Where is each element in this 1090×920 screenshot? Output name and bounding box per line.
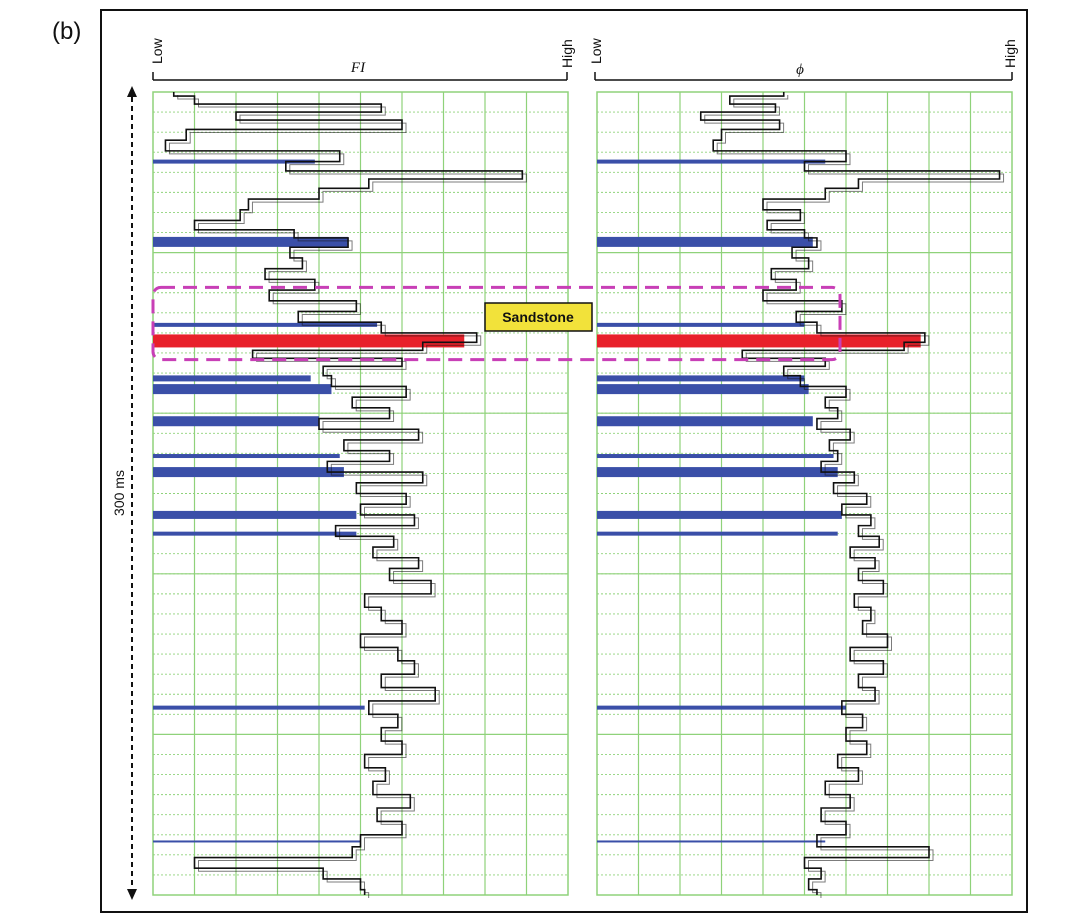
track-fi (152, 91, 569, 898)
track-phi-header: Low High ϕ (588, 37, 1018, 81)
marker-bar-blue (597, 454, 834, 459)
log-curve-fi-shadow (168, 95, 527, 898)
track-fi-low-label: Low (149, 37, 165, 64)
track-phi-border (596, 91, 1013, 896)
sandstone-label-fill (484, 302, 593, 332)
scale-bar-label: 300 ms (111, 470, 127, 516)
marker-bar-blue (597, 840, 826, 843)
marker-bar-red (153, 334, 465, 348)
figure-frame (100, 9, 1028, 913)
sandstone-label: Sandstone (502, 309, 574, 325)
track-fi-header: Low High FI (149, 37, 575, 81)
marker-bar-blue (153, 375, 311, 382)
marker-bar-blue (153, 454, 340, 459)
marker-bar-blue (153, 159, 315, 164)
marker-bar-blue (597, 705, 846, 710)
marker-bar-blue (597, 159, 826, 164)
marker-bar-blue (153, 322, 378, 327)
track-phi-title: ϕ (796, 62, 804, 78)
marker-bar-blue (597, 384, 809, 395)
panel-label: (b) (52, 18, 82, 45)
track-fi-title: FI (350, 60, 366, 76)
marker-bar-blue (597, 510, 842, 519)
log-curve-phi-shadow (704, 95, 1005, 898)
marker-bar-blue (597, 236, 813, 247)
track-fi-high-label: High (559, 39, 575, 68)
track-phi-low-label: Low (588, 37, 604, 64)
track-phi-high-label: High (1002, 39, 1018, 68)
sandstone-label-box: Sandstone (484, 302, 593, 332)
track-fi-border (152, 91, 569, 896)
marker-bar-blue (597, 416, 813, 427)
scale-bar-arrow-top (127, 86, 137, 97)
marker-bar-blue (597, 531, 838, 536)
marker-bar-blue (597, 467, 838, 478)
sandstone-zone-box (151, 285, 842, 362)
marker-bar-blue (153, 236, 349, 247)
scale-bar-arrow-bottom (127, 889, 137, 900)
marker-bar-blue (153, 531, 357, 536)
marker-bar-blue (153, 467, 344, 478)
marker-bar-blue (153, 384, 332, 395)
marker-bar-blue (153, 510, 357, 519)
marker-bar-blue (153, 416, 319, 427)
marker-bar-blue (597, 375, 805, 382)
marker-bar-blue (153, 705, 365, 710)
marker-bar-blue (153, 840, 361, 843)
track-phi (596, 91, 1013, 898)
marker-bar-blue (597, 322, 805, 327)
